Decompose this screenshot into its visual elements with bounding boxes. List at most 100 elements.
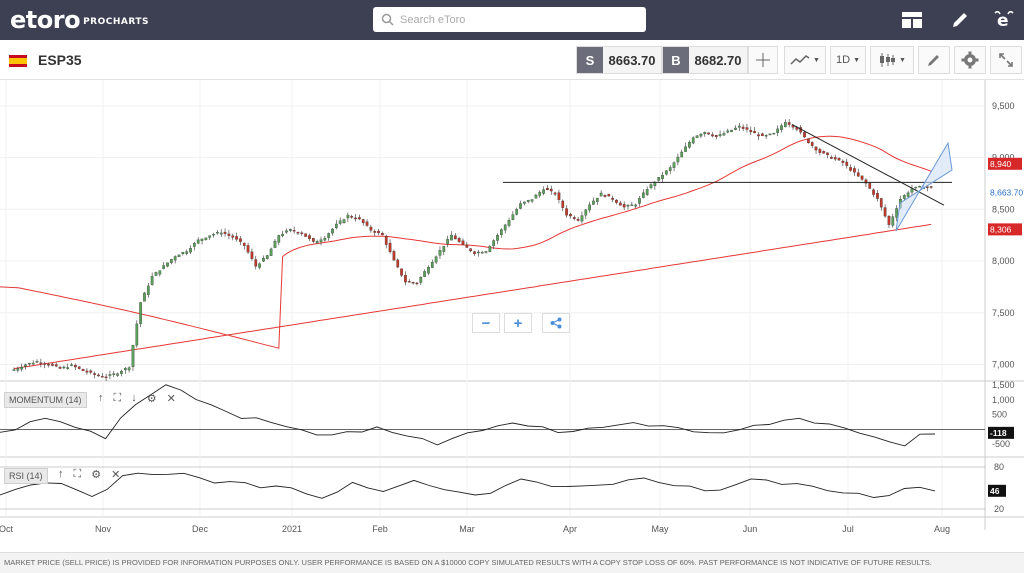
candle-body (354, 217, 357, 220)
candle-body (285, 230, 288, 233)
candle-body (611, 197, 615, 200)
candle-body (500, 229, 503, 235)
sell-price-box[interactable]: S 8663.70 (576, 46, 662, 74)
candle-body (480, 252, 484, 254)
etoro-logo[interactable]: etoro PROCHARTS (10, 6, 149, 34)
candle-body (273, 240, 277, 248)
buy-label: B (663, 47, 689, 73)
candle-body (277, 235, 281, 243)
candles-button[interactable]: ▼ (870, 46, 914, 74)
share-button[interactable] (542, 313, 570, 333)
candle-body (807, 138, 810, 144)
candle-body (469, 248, 473, 252)
timeframe-button[interactable]: 1D ▼ (830, 46, 866, 74)
candle-body (688, 141, 691, 148)
gear-icon[interactable]: ⚙ (91, 469, 102, 481)
settings-button[interactable] (954, 46, 986, 74)
y-tick-label: 7,500 (992, 308, 1015, 318)
rsi-label[interactable]: RSI (14) (4, 468, 48, 484)
candle-body (826, 152, 829, 155)
candle-body (496, 235, 499, 241)
candle-body (296, 232, 300, 234)
arrow-down-icon[interactable]: ↓ (131, 392, 137, 404)
candle-body (895, 208, 898, 218)
gear-icon[interactable]: ⚙ (146, 393, 157, 405)
candle-body (446, 239, 449, 245)
arrow-up-icon[interactable]: ↑ (58, 468, 64, 480)
candle-body (734, 127, 737, 130)
candle-body (396, 259, 400, 268)
candle-body (891, 216, 895, 226)
candle-body (400, 268, 403, 276)
candle-body (595, 197, 599, 202)
buy-price-box[interactable]: B 8682.70 (662, 46, 748, 74)
candle-body (419, 276, 423, 283)
etoro-e-icon[interactable]: e (990, 6, 1018, 34)
candle-body (492, 240, 496, 246)
expand-button[interactable] (990, 46, 1022, 74)
close-icon[interactable]: ✕ (111, 469, 121, 481)
timeframe-label: 1D (836, 54, 851, 66)
candle-body (776, 128, 780, 133)
candle-body (143, 292, 146, 302)
candle-body (423, 271, 426, 277)
candle-body (453, 235, 457, 240)
candle-body (572, 217, 576, 219)
candle-body (373, 230, 377, 233)
momentum-label[interactable]: MOMENTUM (14) (4, 392, 87, 408)
candle-body (185, 251, 189, 254)
close-icon[interactable]: ✕ (166, 393, 176, 405)
chart-type-button[interactable]: ▼ (784, 46, 826, 74)
search-input[interactable] (400, 13, 630, 26)
candle-body (860, 175, 864, 180)
candle-body (618, 202, 622, 206)
candle-body (131, 345, 135, 367)
candle-body (250, 251, 254, 259)
candle-body (254, 259, 258, 267)
chart-area[interactable]: Oct Nov Dec 2021 Feb Mar Apr May Jun Jul Aug 9,500 9… (0, 80, 1024, 550)
candle-body (35, 361, 39, 363)
candle-body (77, 366, 81, 369)
candle-body (810, 142, 814, 146)
candle-body (242, 242, 246, 246)
drawing-icon (928, 55, 939, 66)
candle-body (384, 236, 388, 245)
pencil-icon[interactable] (946, 6, 974, 34)
arrow-up-icon[interactable]: ↑ (98, 392, 104, 404)
fullscreen-icon[interactable]: ⛶ (73, 468, 82, 480)
y-tick-label: 8,500 (992, 204, 1015, 214)
crosshair-button[interactable] (748, 46, 778, 74)
layout-icon[interactable] (898, 6, 926, 34)
candle-body (622, 204, 626, 208)
rsi-tools: ↑ ⛶ ⚙ ✕ (58, 468, 120, 481)
candle-body (910, 188, 914, 193)
momentum-tick-label: 1,500 (992, 380, 1015, 390)
chart-svg[interactable]: Oct Nov Dec 2021 Feb Mar Apr May Jun Jul Aug 9,500 9… (0, 80, 1024, 550)
zoom-controls: − + (472, 313, 570, 333)
candle-body (204, 237, 208, 240)
candle-body (703, 131, 707, 135)
candle-body (592, 200, 595, 205)
candle-body (534, 194, 538, 199)
line-chart-icon (790, 55, 810, 65)
rsi-tick-label: 20 (994, 504, 1004, 514)
candle-body (588, 204, 591, 211)
candle-body (473, 251, 476, 254)
candle-body (665, 170, 668, 175)
drawing-button[interactable] (918, 46, 950, 74)
candle-body (338, 220, 342, 224)
upper-price-tag (988, 157, 1022, 170)
candle-body (158, 270, 162, 275)
buy-price: 8682.70 (689, 47, 747, 73)
search-box[interactable] (373, 7, 646, 32)
candle-body (638, 198, 641, 204)
candle-body (430, 261, 434, 268)
candle-body (58, 366, 62, 369)
candle-body (607, 193, 611, 197)
zoom-in-button[interactable]: + (504, 313, 532, 333)
zoom-out-button[interactable]: − (472, 313, 500, 333)
momentum-tick-label: 500 (992, 410, 1007, 420)
candle-body (768, 133, 772, 136)
fullscreen-icon[interactable]: ⛶ (113, 392, 122, 404)
candle-body (93, 373, 96, 375)
